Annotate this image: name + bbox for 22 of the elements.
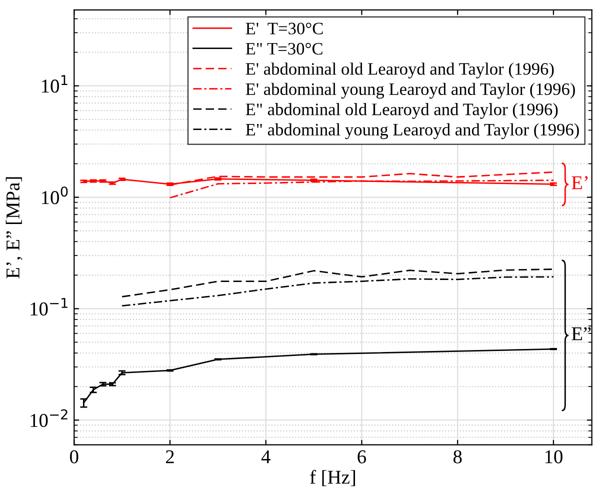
x-tick-label: 2 (166, 450, 174, 464)
x-tick-label: 0 (70, 450, 78, 464)
legend-label: E" abdominal old Learoyd and Taylor (1996) (246, 103, 558, 119)
y-tick-label: 10$^{−2}$ (30, 409, 68, 428)
line-series (121, 268, 554, 298)
y-tick-label: 10$^{1}$ (42, 75, 68, 93)
annotation: E’ (572, 176, 588, 190)
legend-label: E' abdominal young Learoyd and Taylor (1996) (246, 82, 575, 99)
x-axis-title: f [Hz] (310, 470, 356, 486)
x-tick-label: 6 (358, 450, 366, 464)
legend-label: E" T=30°C (246, 42, 322, 55)
x-tick-label: 8 (453, 450, 462, 464)
y-tick-label: 10$^{0}$ (42, 186, 68, 204)
legend-label: E" abdominal young Learoyd and Taylor (1996) (246, 123, 579, 140)
line-series (121, 276, 554, 307)
x-tick-label: 10 (545, 450, 562, 464)
y-axis-title: E’, E” [MPa] (6, 177, 22, 278)
x-tick-label: 4 (261, 450, 270, 464)
legend-label: E' T=30°C (246, 22, 323, 34)
annotation: E” (572, 327, 591, 340)
legend-label: E' abdominal old Learoyd and Taylor (1996) (246, 62, 554, 78)
y-tick-label: 10$^{−1}$ (30, 298, 68, 316)
